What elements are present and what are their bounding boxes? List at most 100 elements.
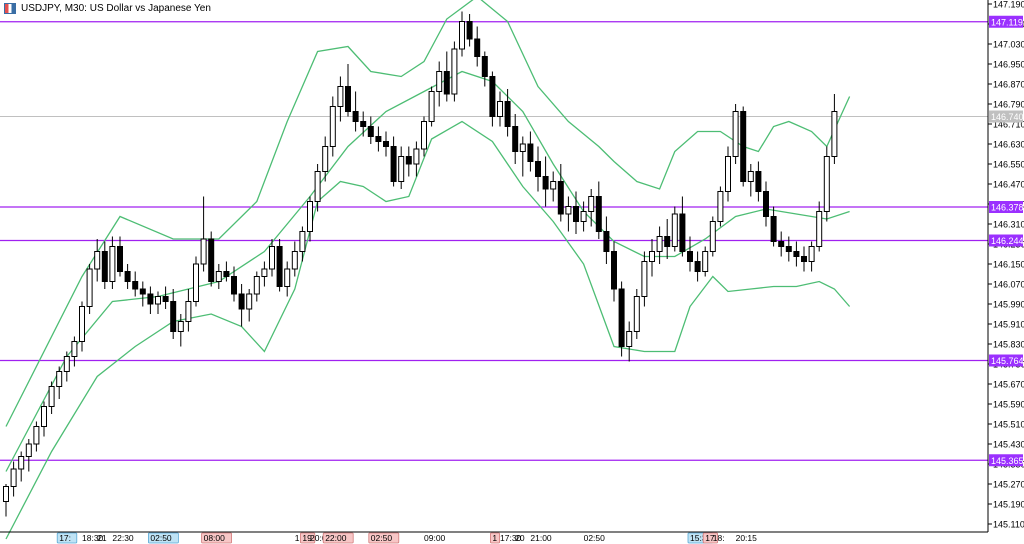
bull-candle-body [284,268,291,287]
candle [717,186,724,227]
bear-candle-body [740,111,747,182]
time-label-box [201,532,233,544]
bull-candle-body [421,121,427,150]
level-label: 146.244 [991,236,1024,246]
bear-candle-body [778,241,785,247]
bull-candle-body [177,321,184,332]
price-tick-label: 145.430 [993,440,1024,450]
candle [436,61,443,107]
level-label-box [989,201,1023,213]
time-label: 19 [302,533,312,543]
candle [725,146,731,202]
candle [588,189,595,227]
bull-candle-body [451,48,458,95]
candle [63,351,70,382]
candle [633,289,640,339]
time-label: 17:30 [500,533,522,543]
candle [504,89,511,137]
candle [542,156,549,207]
level-label: 147.119 [991,17,1023,27]
bull-candle-body [329,106,336,147]
price-tick-label: 146.630 [993,140,1024,150]
time-label-box [147,532,179,544]
candle [808,241,815,272]
candle [337,76,344,122]
candle [466,14,473,47]
candle [86,264,93,314]
candle [352,91,359,132]
candle [307,196,313,242]
bear-candle-body [405,156,412,165]
candle [208,231,215,287]
bull-candle-body [155,296,161,305]
price-tick-label: 146.790 [993,100,1024,110]
candle [284,261,291,297]
level-label: 145.764 [991,356,1024,366]
bear-candle-body [793,251,800,257]
candle [383,131,389,157]
candle [489,71,496,127]
candle [291,241,298,277]
candle [215,264,222,289]
bear-candle-body [785,246,792,252]
bear-candle-body [687,251,693,262]
bull-candle-body [56,371,63,387]
bull-candle-body [291,251,298,270]
bull-candle-body [725,156,731,192]
bear-candle-body [664,236,671,247]
candle [823,146,830,222]
bear-candle-body [117,246,123,272]
bull-candle-body [580,211,587,222]
candle [671,206,678,252]
candle [535,146,541,192]
price-tick-label: 146.870 [993,80,1024,90]
candle [603,216,610,264]
candle [162,286,169,309]
candle [565,196,572,232]
candle [573,191,579,234]
price-tick-label: 145.830 [993,340,1024,350]
bear-candle-body [231,276,237,295]
time-label: 02:50 [584,533,606,543]
bull-candle-body [702,251,709,272]
bull-candle-body [307,201,313,232]
time-label-box [299,532,316,544]
bull-candle-body [823,156,830,212]
candle [793,241,800,267]
bear-candle-body [679,213,686,252]
candle [527,131,534,172]
time-label: 1 [492,533,497,543]
bear-candle-body [276,246,283,287]
candle [367,116,374,144]
bull-candle-body [86,268,93,307]
bear-candle-body [512,126,519,152]
time-label-box [702,532,719,544]
candle [770,206,777,247]
candle [10,461,17,497]
bull-candle-body [398,156,405,182]
bull-candle-body [816,211,823,247]
candle [94,239,101,282]
candle [390,136,397,187]
price-tick-label: 145.510 [993,420,1024,430]
time-label: 20:15 [736,533,758,543]
candle [763,181,769,227]
time-label: 1 [295,533,300,543]
bull-candle-body [79,306,85,342]
time-label-box [489,532,500,544]
candle [816,201,823,252]
candle [459,11,465,57]
bear-candle-body [474,38,481,57]
time-label: 17: [59,533,71,543]
price-tick-label: 145.990 [993,300,1024,310]
bull-candle-body [717,191,724,222]
candle [56,366,63,399]
candle [269,239,275,277]
candle [231,266,237,302]
candle [595,181,602,239]
bollinger-middle-band [5,70,850,472]
candle [656,226,663,264]
bull-candle-body [413,148,420,165]
candle [147,286,154,314]
